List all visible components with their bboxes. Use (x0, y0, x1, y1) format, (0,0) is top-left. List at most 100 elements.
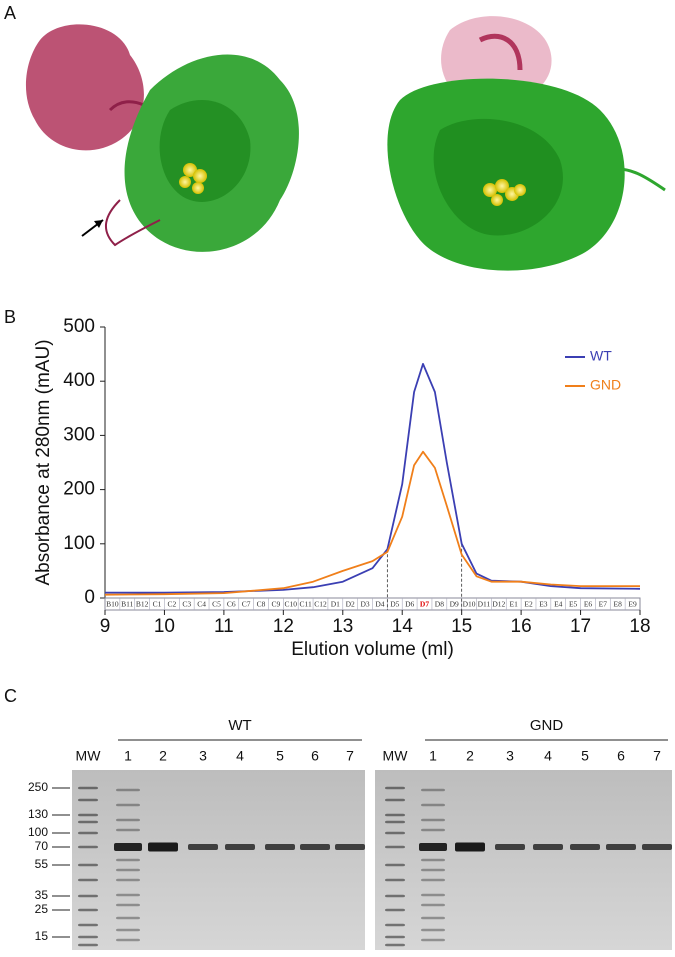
lane-label: 1 (429, 748, 437, 764)
gel-band (495, 844, 525, 850)
gel-band (642, 844, 672, 850)
gel-band (148, 842, 178, 852)
gel-band (385, 894, 405, 898)
gel-image (72, 770, 365, 950)
lane-label: 2 (159, 748, 167, 764)
structure-left (25, 24, 299, 252)
gel-band (421, 893, 445, 897)
mw-label: 130 (28, 807, 48, 821)
lane-label: 4 (236, 748, 244, 764)
fraction-label: D1 (331, 600, 340, 609)
gel-band (114, 843, 142, 851)
fraction-label: B10 (106, 600, 119, 609)
mw-label: 100 (28, 825, 48, 839)
gel-band (116, 893, 140, 897)
gel-band (78, 813, 98, 817)
gel-band (78, 878, 98, 882)
gel-band (335, 844, 365, 850)
chromatogram: 0 100 200 300 400 500 B10 B11 B12 C1 C2 C3 C4 C5 C6 C7 C… (33, 316, 651, 660)
fraction-label: D5 (390, 600, 399, 609)
gel-band (78, 820, 98, 824)
gel-band (78, 798, 98, 802)
gel-band (385, 831, 405, 835)
gel-band (421, 878, 445, 882)
x-tick-label: 12 (273, 616, 294, 637)
gel-band (385, 943, 405, 947)
gel-band (421, 828, 445, 832)
fraction-label: B12 (136, 600, 149, 609)
fraction-label: E2 (524, 600, 533, 609)
group-label: GND (530, 717, 564, 734)
fraction-label: D6 (405, 600, 414, 609)
y-tick-label: 300 (63, 424, 95, 445)
y-tick-label: 100 (63, 533, 95, 554)
gel-band (421, 868, 445, 872)
fraction-label: E5 (569, 600, 578, 609)
fraction-label: D12 (492, 600, 505, 609)
gel-band (116, 916, 140, 920)
fraction-label: E6 (584, 600, 593, 609)
fraction-label: C10 (285, 600, 298, 609)
lane-label: MW (76, 748, 102, 764)
gel-band (116, 903, 140, 907)
fraction-label: C9 (272, 600, 281, 609)
gel-band (385, 923, 405, 927)
gel-band (421, 928, 445, 932)
x-tick-label: 16 (511, 616, 532, 637)
x-tick-label: 11 (214, 616, 234, 637)
gel-band (116, 868, 140, 872)
panel-label: A (4, 3, 16, 23)
x-axis-label: Elution volume (ml) (291, 639, 454, 660)
y-tick-label: 0 (84, 587, 95, 608)
legend-label: GND (590, 377, 621, 393)
lane-label: 3 (506, 748, 514, 764)
lane-label: 7 (653, 748, 661, 764)
y-tick-label: 200 (63, 479, 95, 500)
group-label: WT (228, 717, 251, 734)
gel-band (116, 858, 140, 862)
gel-band (78, 831, 98, 835)
x-tick-label: 18 (629, 616, 650, 637)
gel-band (300, 844, 330, 850)
fraction-label: D11 (478, 600, 491, 609)
gel-band (385, 935, 405, 939)
gel-image (375, 770, 672, 950)
gel-band (385, 863, 405, 867)
gel-band (421, 803, 445, 807)
lane-label: MW (383, 748, 409, 764)
fraction-label: D9 (450, 600, 459, 609)
gel-band (78, 943, 98, 947)
lane-label: 5 (276, 748, 284, 764)
gel-band (116, 788, 140, 792)
gel-band (385, 820, 405, 824)
x-tick-label: 15 (451, 616, 472, 637)
lane-label: 1 (124, 748, 132, 764)
line-series (105, 363, 641, 594)
mw-label: 250 (28, 780, 48, 794)
gel-band (421, 788, 445, 792)
x-tick-label: 14 (392, 616, 414, 637)
gel-band (116, 938, 140, 942)
lane-label: 2 (466, 748, 474, 764)
fraction-label: C3 (182, 600, 191, 609)
gel-band (78, 786, 98, 790)
gel-band (385, 786, 405, 790)
gel-band (78, 908, 98, 912)
gel-band (421, 858, 445, 862)
gel-band (419, 843, 447, 851)
y-tick-label: 400 (63, 370, 95, 391)
gel-band (116, 803, 140, 807)
lane-label: 7 (346, 748, 354, 764)
lane-label: 3 (199, 748, 207, 764)
fraction-label: D8 (435, 600, 444, 609)
gel-band (421, 938, 445, 942)
gel-band (78, 894, 98, 898)
y-axis-label: Absorbance at 280nm (mAU) (33, 339, 54, 585)
lane-label: 5 (581, 748, 589, 764)
gel-band (78, 863, 98, 867)
fraction-label: C1 (153, 600, 162, 609)
gel-band (116, 928, 140, 932)
y-tick-label: 500 (63, 316, 95, 337)
